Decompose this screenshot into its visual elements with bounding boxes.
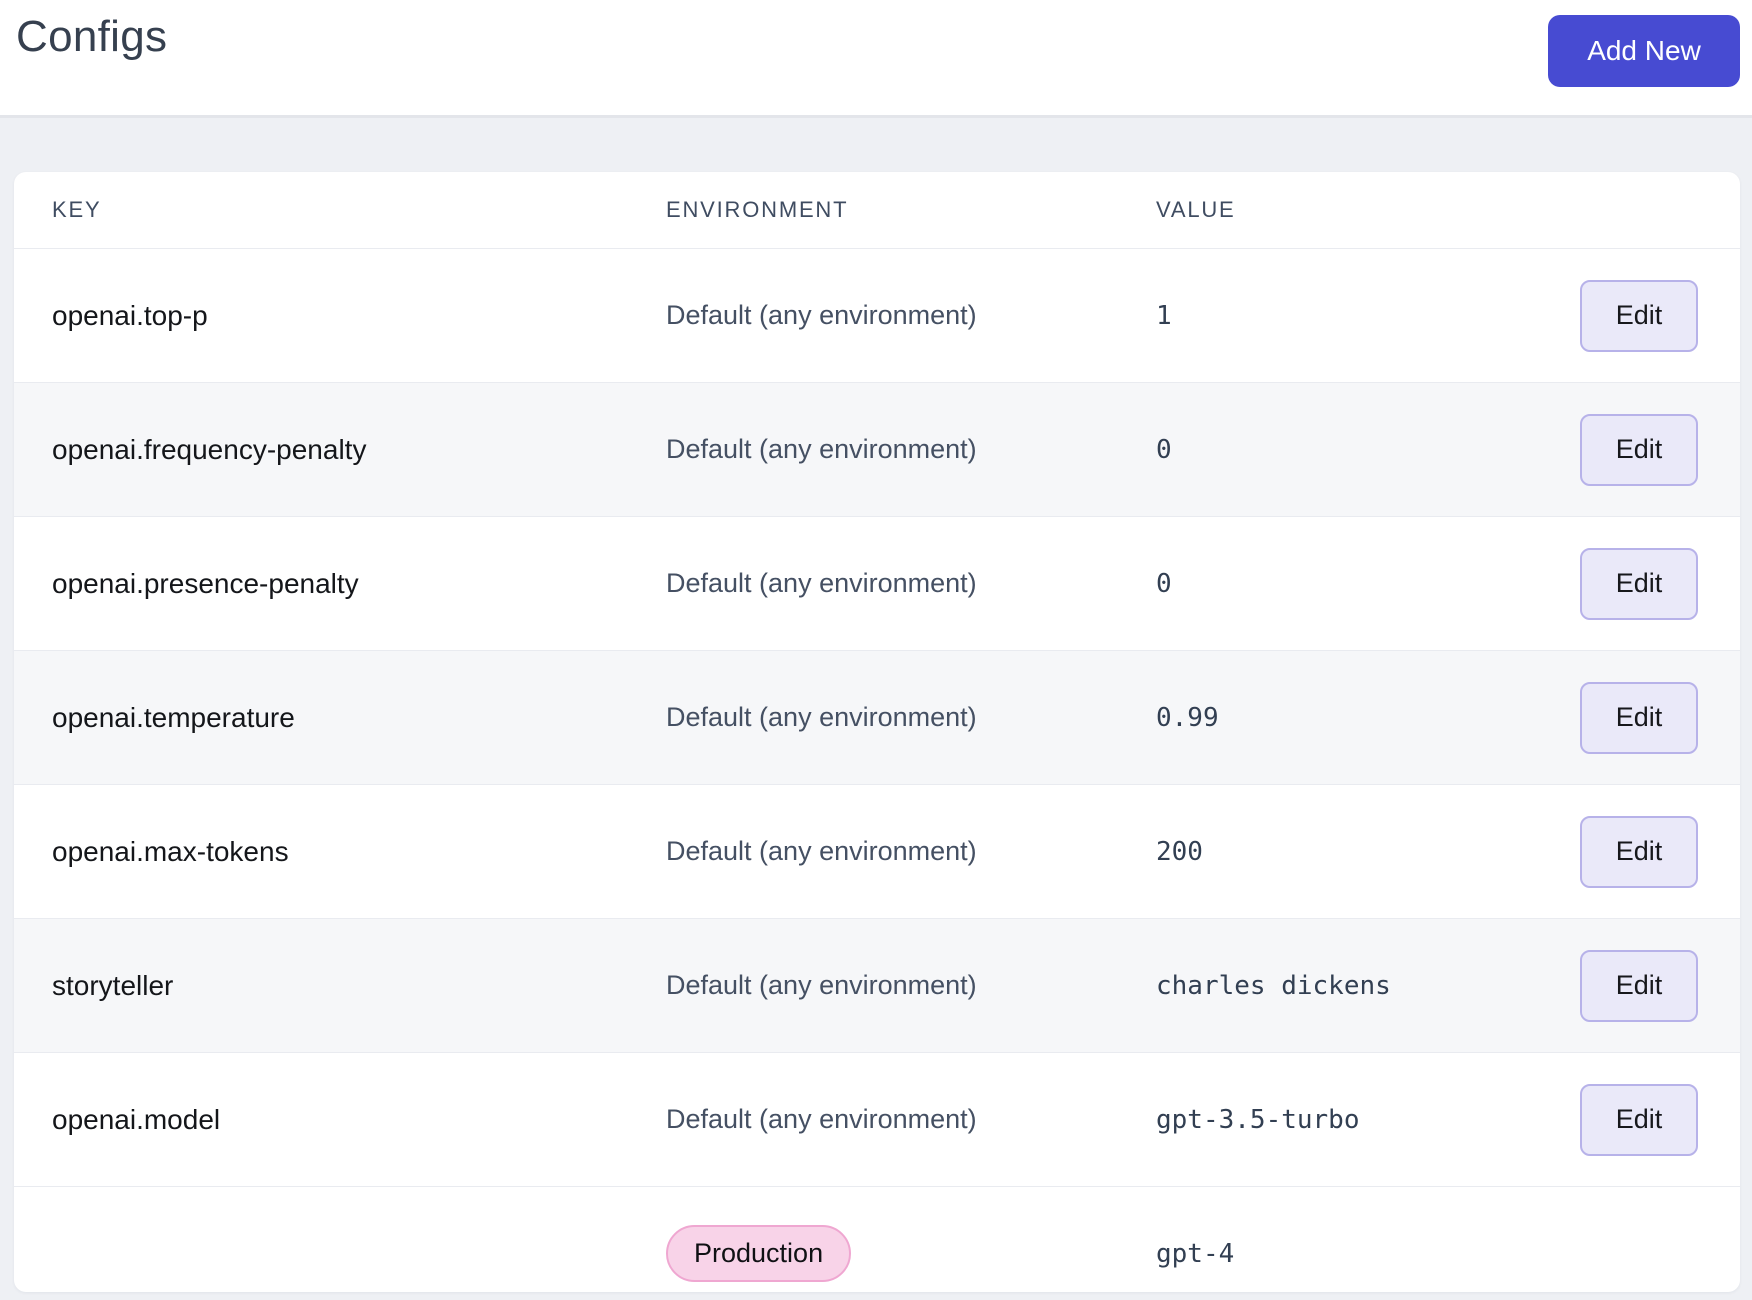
config-value: 200 [1156,836,1203,867]
environment-badge: Production [666,1225,852,1282]
table-row: Production gpt-4 [14,1186,1740,1292]
config-key: openai.temperature [52,701,295,733]
table-row: openai.top-p Default (any environment) 1… [14,248,1740,382]
table-row: openai.max-tokens Default (any environme… [14,784,1740,918]
config-environment: Default (any environment) [666,836,977,866]
table-row: openai.model Default (any environment) g… [14,1052,1740,1186]
table-header: KEY ENVIRONMENT VALUE [14,172,1740,248]
edit-button[interactable]: Edit [1580,547,1698,620]
config-environment: Default (any environment) [666,970,977,1000]
config-value: charles dickens [1156,970,1391,1001]
page-title: Configs [16,12,168,61]
edit-button[interactable]: Edit [1580,1083,1698,1156]
edit-button[interactable]: Edit [1580,279,1698,352]
config-environment: Production [666,1225,1156,1282]
config-environment: Default (any environment) [666,702,977,732]
edit-button[interactable]: Edit [1580,949,1698,1022]
config-key: openai.frequency-penalty [52,433,367,465]
table-row: storyteller Default (any environment) ch… [14,918,1740,1052]
edit-button[interactable]: Edit [1580,681,1698,754]
column-header-environment: ENVIRONMENT [666,197,849,222]
page-header: Configs Add New [0,0,1752,118]
config-key: openai.top-p [52,299,208,331]
configs-table: KEY ENVIRONMENT VALUE openai.top-p Defau… [14,172,1740,1292]
config-key: openai.model [52,1103,221,1135]
config-value: 0 [1156,568,1172,599]
config-value: 1 [1156,300,1172,331]
column-header-value: VALUE [1156,197,1236,222]
config-environment: Default (any environment) [666,568,977,598]
config-key: storyteller [52,969,174,1001]
config-key: openai.presence-penalty [52,567,359,599]
config-environment: Default (any environment) [666,434,977,464]
config-environment: Default (any environment) [666,1104,977,1134]
add-new-button[interactable]: Add New [1548,15,1740,87]
edit-button[interactable]: Edit [1580,815,1698,888]
config-value: 0 [1156,434,1172,465]
config-key: openai.max-tokens [52,835,289,867]
config-value: 0.99 [1156,702,1219,733]
column-header-key: KEY [52,197,102,222]
table-row: openai.temperature Default (any environm… [14,650,1740,784]
config-environment: Default (any environment) [666,300,977,330]
config-value: gpt-4 [1156,1238,1235,1269]
edit-button[interactable]: Edit [1580,413,1698,486]
config-value: gpt-3.5-turbo [1156,1104,1360,1135]
table-row: openai.presence-penalty Default (any env… [14,516,1740,650]
table-row: openai.frequency-penalty Default (any en… [14,382,1740,516]
